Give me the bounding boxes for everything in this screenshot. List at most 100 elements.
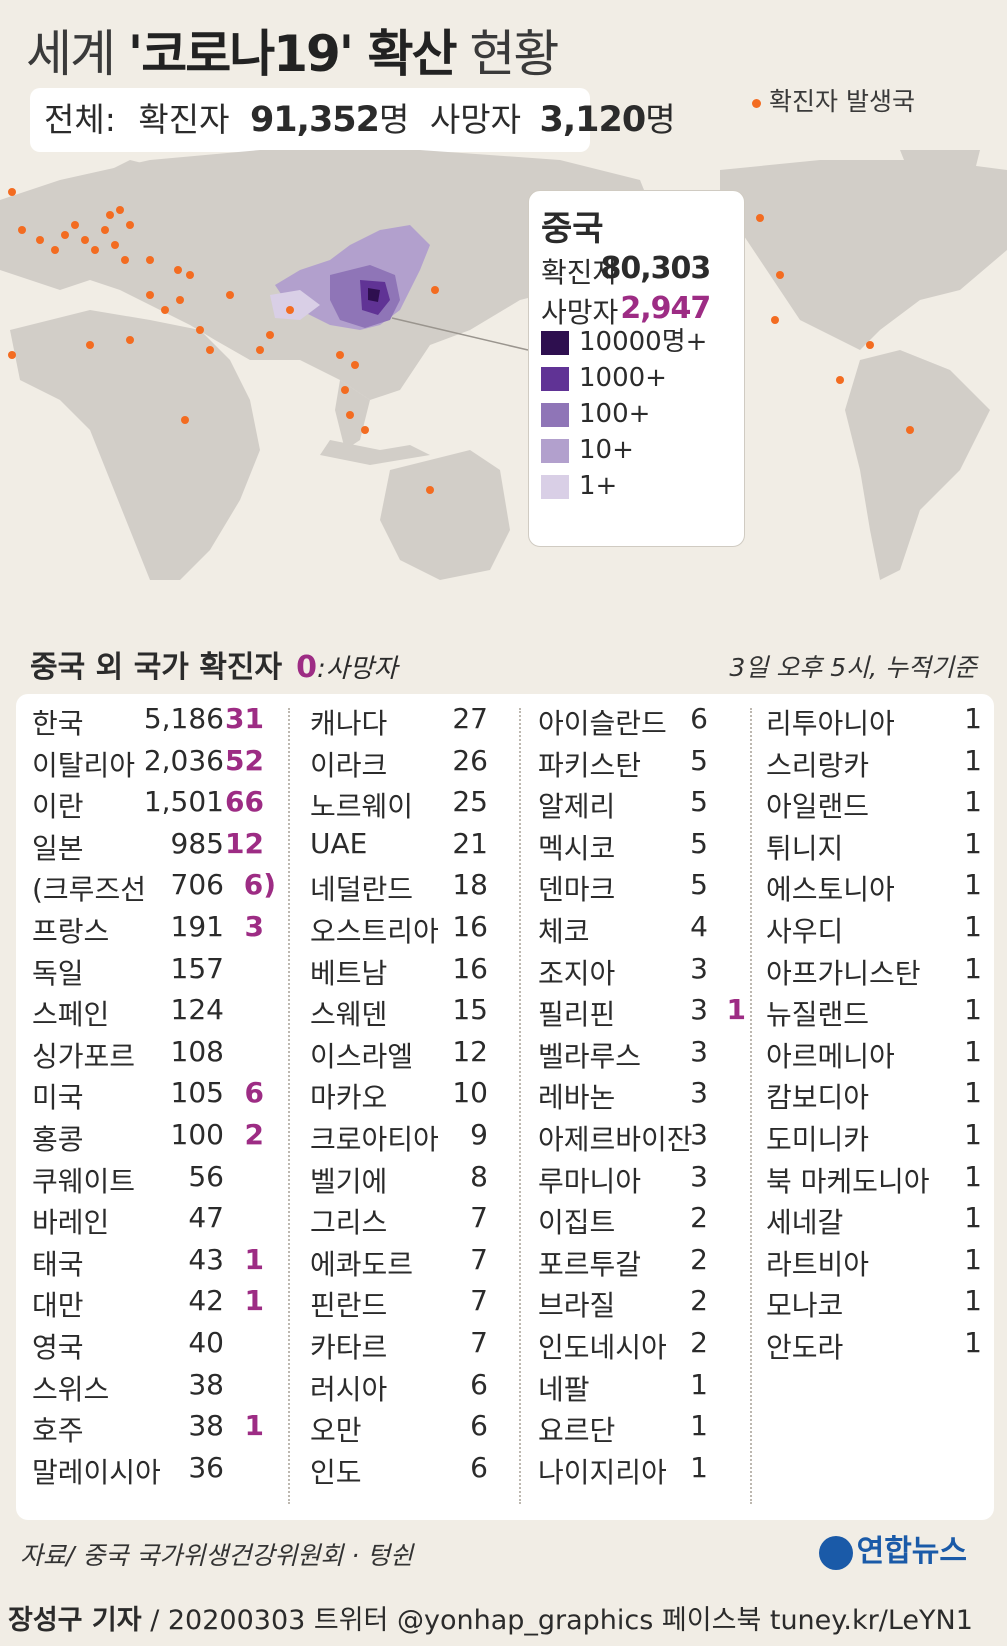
- total-summary-box: 전체: 확진자 91,352명 사망자 3,120명: [30, 88, 676, 152]
- table-row: 세네갈 1: [766, 1201, 982, 1242]
- confirmed-count: 3: [690, 1159, 708, 1193]
- death-count: 1: [244, 1409, 264, 1443]
- table-row: 북 마케도니아 1: [766, 1160, 982, 1201]
- case-country-dots: [8, 188, 914, 526]
- table-row: 프랑스 191 3: [32, 910, 272, 951]
- country-name: 오만: [310, 1414, 362, 1448]
- table-row: 그리스 7: [310, 1201, 500, 1242]
- credit-line: 장성구 기자 / 20200303 트위터 @yonhap_graphics 페…: [8, 1598, 973, 1637]
- country-name: 대만: [32, 1289, 84, 1323]
- column-divider: [750, 708, 752, 1504]
- country-name: 조지아: [538, 956, 616, 990]
- scale-label: 1000+: [579, 363, 667, 393]
- table-row: 레바논 3: [538, 1076, 728, 1117]
- table-row: 알제리 5: [538, 785, 728, 826]
- table-row: 노르웨이 25: [310, 785, 500, 826]
- map-legend-label: 확진자 발생국: [769, 87, 915, 116]
- table-row: 네덜란드 18: [310, 868, 500, 909]
- confirmed-count: 27: [452, 702, 488, 735]
- confirmed-count: 3: [690, 1034, 708, 1068]
- country-name: 스웨덴: [310, 998, 388, 1032]
- confirmed-count: 7: [470, 1326, 488, 1359]
- country-name: 크로아티아: [310, 1123, 439, 1156]
- country-name: 아프가니스탄: [766, 956, 921, 990]
- country-name: UAE: [310, 826, 368, 860]
- country-table: 한국 5,186 31 이탈리아 2,036 52 이란 1,501 66 일본 985 12 (크루즈…: [16, 694, 994, 1520]
- table-row: 파키스탄 5: [538, 744, 728, 785]
- scale-swatch: [541, 366, 569, 391]
- confirmed-count: 38: [188, 1367, 224, 1401]
- confirmed-count: 706: [170, 868, 224, 902]
- section-title: 중국 외 국가 확진자 0:사망자: [30, 642, 398, 686]
- country-name: 한국: [32, 707, 84, 740]
- table-row: 스리랑카 1: [766, 744, 982, 785]
- confirmed-count: 36: [188, 1450, 224, 1484]
- confirmed-count: 985: [170, 826, 224, 860]
- confirmed-count: 124: [170, 993, 224, 1027]
- table-row: 홍콩 100 2: [32, 1118, 272, 1159]
- confirmed-count: 16: [452, 910, 488, 943]
- total-confirmed-value: 91,352: [249, 100, 380, 140]
- death-count: 1: [244, 1284, 264, 1318]
- china-region: [270, 225, 430, 330]
- confirmed-count: 1: [690, 1367, 708, 1401]
- table-row: 안도라 1: [766, 1326, 982, 1367]
- confirmed-count: 5: [690, 826, 708, 860]
- confirmed-count: 1,501: [143, 785, 224, 819]
- japan-land: [450, 250, 470, 300]
- credit-rest: / 20200303 트위터 @yonhap_graphics 페이스북 tun…: [141, 1605, 973, 1636]
- confirmed-count: 2: [690, 1242, 708, 1276]
- credit-name: 장성구 기자: [8, 1605, 142, 1636]
- table-row: 포르투갈 2: [538, 1243, 728, 1284]
- table-row: 벨기에 8: [310, 1160, 500, 1201]
- confirmed-count: 26: [452, 743, 488, 777]
- country-name: 브라질: [538, 1289, 616, 1323]
- confirmed-count: 5,186: [143, 702, 224, 735]
- table-row: 태국 43 1: [32, 1243, 272, 1284]
- table-row: 사우디 1: [766, 910, 982, 951]
- scale-label: 10+: [579, 435, 634, 465]
- confirmed-count: 1: [964, 1242, 982, 1276]
- country-name: 이집트: [538, 1206, 616, 1240]
- table-row: 벨라루스 3: [538, 1035, 728, 1076]
- china-confirmed-label: 확진자: [541, 256, 619, 289]
- country-name: 안도라: [766, 1331, 844, 1364]
- death-count: 6: [244, 1076, 264, 1110]
- country-name: 세네갈: [766, 1206, 844, 1240]
- country-name: 태국: [32, 1247, 84, 1281]
- confirmed-count: 1: [964, 1076, 982, 1110]
- country-name: 스페인: [32, 998, 110, 1032]
- china-death-value: 2,947: [620, 291, 711, 326]
- country-name: 핀란드: [310, 1289, 388, 1323]
- europe-north-land: [90, 160, 170, 220]
- table-row: 스페인 124: [32, 993, 272, 1034]
- table-row: 필리핀 3 1: [538, 993, 746, 1034]
- country-name: 인도: [310, 1455, 362, 1489]
- confirmed-count: 7: [470, 1242, 488, 1276]
- confirmed-count: 3: [690, 951, 708, 985]
- country-name: 캐나다: [310, 707, 388, 740]
- map-legend: 확진자 발생국: [752, 82, 915, 118]
- table-row: 크로아티아 9: [310, 1118, 500, 1159]
- world-map: [0, 150, 1007, 580]
- scale-item: 10000명+: [541, 327, 707, 357]
- confirmed-count: 2,036: [143, 743, 224, 777]
- country-name: 튀니지: [766, 831, 844, 865]
- country-name: 루마니아: [538, 1164, 642, 1198]
- table-row: 마카오 10: [310, 1076, 500, 1117]
- country-name: 아제르바이잔: [538, 1123, 693, 1156]
- confirmed-count: 1: [964, 1159, 982, 1193]
- confirmed-count: 1: [964, 743, 982, 777]
- china-confirmed-row: 확진자 80,303: [541, 251, 711, 291]
- total-death-label: 사망자: [429, 100, 521, 139]
- country-name: 에스토니아: [766, 873, 895, 907]
- title-suffix: 현황: [455, 25, 559, 83]
- country-name: 벨기에: [310, 1164, 388, 1198]
- country-name: 뉴질랜드: [766, 998, 870, 1032]
- country-name: 이라크: [310, 748, 388, 782]
- death-count: 31: [225, 702, 264, 735]
- table-row: 대만 42 1: [32, 1284, 272, 1325]
- table-row: 인도 6: [310, 1451, 500, 1492]
- country-name: 벨라루스: [538, 1039, 642, 1073]
- confirmed-count: 6: [470, 1450, 488, 1484]
